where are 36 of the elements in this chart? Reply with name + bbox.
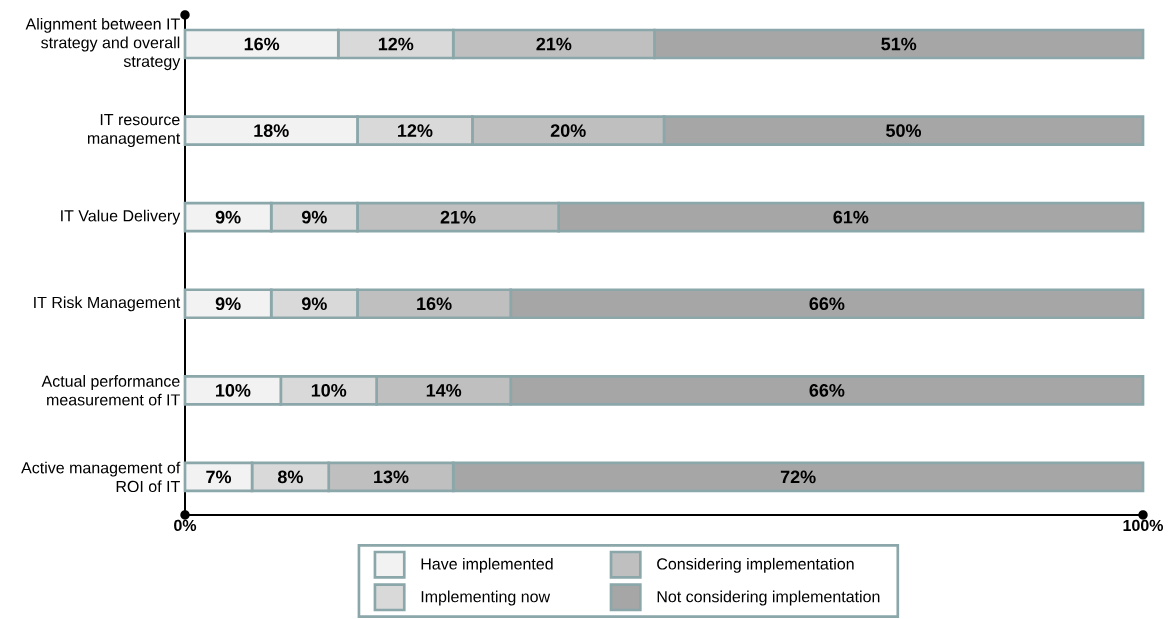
data-label: 7% (206, 470, 232, 484)
data-label: 12% (398, 124, 433, 137)
legend-label: Not considering implementation (657, 590, 880, 606)
data-label: 66% (809, 383, 845, 397)
data-label: 61% (833, 210, 869, 224)
data-label: 18% (254, 124, 289, 137)
x-tick-label: 100% (1123, 519, 1164, 532)
data-label: 16% (244, 37, 280, 51)
y-tick-label: Active management of ROI of IT (21, 461, 181, 493)
y-tick-label: Alignment between IT strategy and overall strategy (25, 17, 181, 71)
x-tick-label: 0% (174, 519, 197, 532)
data-label: 21% (536, 37, 572, 51)
data-label: 51% (881, 37, 917, 51)
data-label: 10% (216, 383, 251, 397)
legend-label: Have implemented (421, 557, 553, 573)
data-label: 9% (215, 210, 241, 224)
data-label: 20% (550, 124, 586, 137)
data-label: 72% (780, 470, 816, 484)
y-tick-label: Actual performance measurement of IT (41, 375, 180, 406)
data-label: 13% (374, 470, 409, 484)
data-label: 9% (301, 210, 327, 224)
data-label: 12% (378, 37, 414, 51)
data-label: 16% (417, 297, 452, 311)
y-tick-label: IT resource management (87, 114, 181, 148)
data-label: 66% (809, 297, 845, 311)
data-label: 14% (426, 383, 462, 397)
data-label: 9% (301, 297, 327, 311)
data-label: 9% (215, 297, 241, 311)
data-label: 8% (277, 470, 303, 484)
y-tick-label: IT Value Delivery (61, 209, 181, 225)
data-label: 50% (886, 124, 922, 137)
data-label: 21% (440, 210, 476, 224)
y-tick-label: IT Risk Management (34, 296, 181, 312)
legend-label: Considering implementation (657, 557, 854, 573)
data-label: 10% (311, 383, 347, 397)
legend-label: Implementing now (421, 590, 551, 606)
